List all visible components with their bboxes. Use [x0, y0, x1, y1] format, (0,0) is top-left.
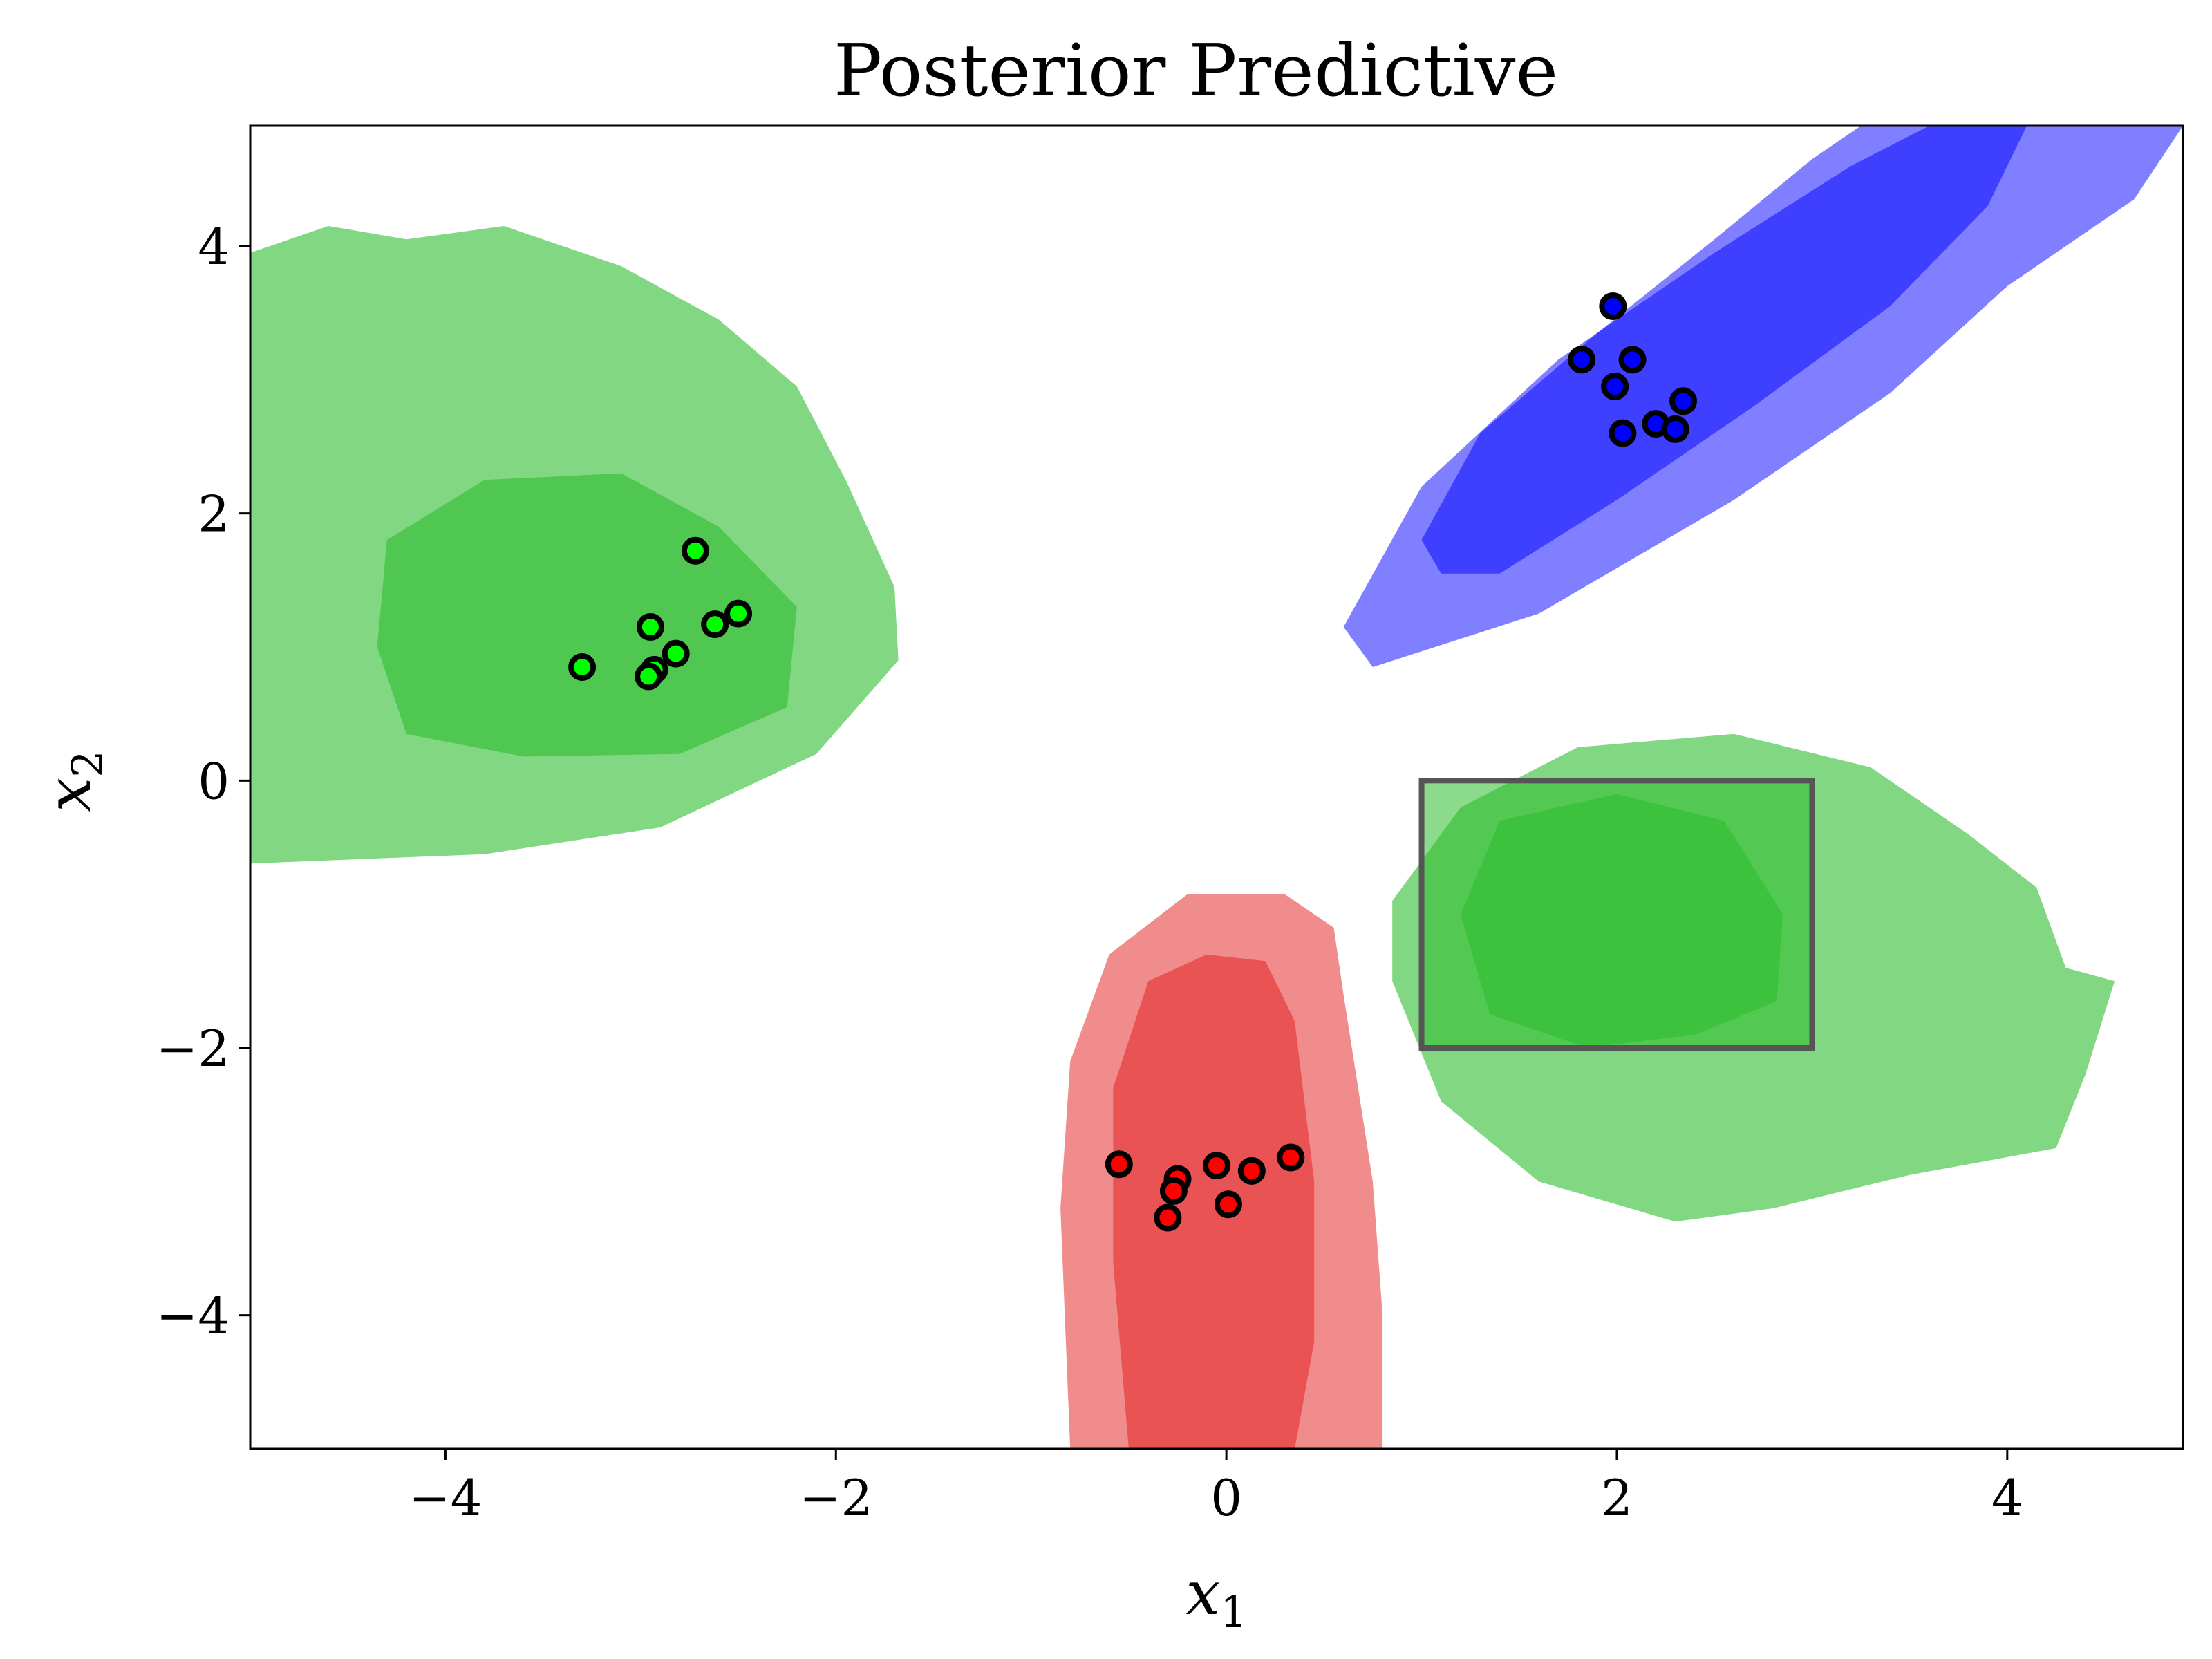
x-tick-label: −2 — [799, 1469, 872, 1527]
scatter-point-0-5 — [662, 639, 690, 668]
scatter-point-1-6 — [1669, 387, 1697, 415]
x-axis-label-subscript: 1 — [1220, 1586, 1247, 1637]
x-tick-label: −4 — [409, 1469, 482, 1527]
contour-inner-2 — [1421, 126, 2027, 574]
y-tick-label: 4 — [198, 218, 229, 276]
scatter-point-0-4 — [635, 662, 663, 691]
scatter-point-1-4 — [1609, 419, 1637, 447]
scatter-point-0-6 — [701, 610, 729, 639]
y-tick-label: −4 — [156, 1287, 229, 1345]
y-axis-ticks: −4 −2 0 2 4 — [156, 218, 250, 1345]
scatter-point-1-2 — [1618, 346, 1647, 374]
axes-frame — [249, 124, 2184, 1450]
scatter-point-0-0 — [568, 653, 597, 681]
y-tick-label: −2 — [156, 1020, 229, 1078]
x-tick-label: 2 — [1601, 1469, 1633, 1527]
scatter-point-1-7 — [1661, 415, 1689, 443]
plot-area — [250, 126, 2183, 1449]
highlight-region-layer — [1418, 778, 1815, 1051]
scatter-point-1-1 — [1568, 346, 1596, 374]
x-tick-label: 0 — [1210, 1469, 1242, 1527]
y-axis-label-subscript: 2 — [62, 750, 113, 777]
x-axis-label-base: x — [1185, 1557, 1220, 1629]
scatter-point-2-5 — [1159, 1177, 1188, 1205]
scatter-points-layer — [568, 292, 1697, 1232]
scatter-point-2-4 — [1277, 1143, 1305, 1172]
scatter-point-0-2 — [681, 536, 709, 565]
contour-layer — [250, 126, 2183, 1449]
contour-inner-3 — [1113, 954, 1315, 1449]
chart-title: Posterior Predictive — [834, 28, 1558, 113]
scatter-point-2-2 — [1203, 1152, 1230, 1180]
scatter-point-2-7 — [1154, 1203, 1182, 1232]
scatter-point-2-3 — [1237, 1156, 1266, 1185]
scatter-point-2-6 — [1214, 1190, 1242, 1219]
x-axis-label: x1 — [1185, 1557, 1247, 1637]
scatter-point-1-3 — [1601, 373, 1629, 400]
y-tick-label: 2 — [198, 485, 229, 543]
y-tick-label: 0 — [198, 752, 229, 810]
scatter-point-2-0 — [1105, 1150, 1133, 1179]
x-axis-ticks: −4 −2 0 2 4 — [409, 1449, 2023, 1527]
x-tick-label: 4 — [1991, 1469, 2023, 1527]
highlight-region — [1418, 778, 1815, 1051]
y-axis-label: x2 — [33, 750, 113, 812]
scatter-point-0-1 — [636, 613, 664, 641]
y-axis-label-base: x — [33, 778, 104, 812]
scatter-point-0-7 — [724, 599, 753, 628]
scatter-point-1-0 — [1599, 292, 1627, 320]
